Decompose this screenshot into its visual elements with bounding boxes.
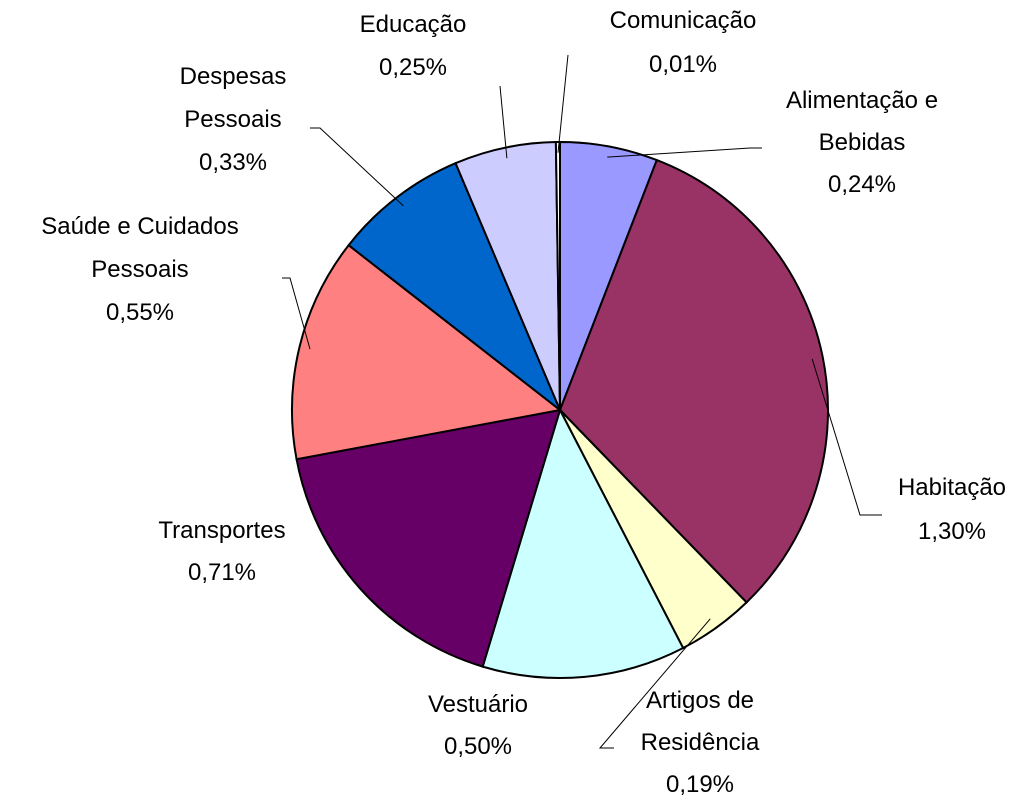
leader-line <box>499 85 508 159</box>
slice-label: Transportes <box>158 517 285 544</box>
value-label: 0,01% <box>649 51 717 78</box>
leader-line <box>598 618 711 749</box>
slice-label: Alimentação e Bebidas <box>786 87 938 156</box>
pie-slice <box>295 408 562 668</box>
pie-slice <box>554 140 561 411</box>
slice-label: Comunicação <box>610 7 757 34</box>
leader-line <box>282 277 311 350</box>
value-label: 0,71% <box>188 559 256 586</box>
pie-slice <box>291 243 563 461</box>
pie-slice <box>558 158 829 604</box>
value-label: 0,19% <box>666 771 734 798</box>
slice-label: Educação <box>360 11 467 38</box>
leader-line <box>811 358 882 516</box>
value-label: 0,24% <box>828 171 896 198</box>
pie-slice <box>481 407 685 679</box>
leader-line <box>607 147 762 158</box>
value-label: 0,25% <box>379 54 447 81</box>
slice-label: Habitação <box>898 474 1006 501</box>
slice-label: Despesas Pessoais <box>180 63 287 133</box>
value-label: 0,55% <box>106 299 174 326</box>
value-label: 1,30% <box>918 518 986 545</box>
value-label: 0,33% <box>199 149 267 176</box>
value-label: 0,50% <box>444 733 512 760</box>
slice-label: Vestuário <box>428 691 528 718</box>
leader-line <box>310 127 404 207</box>
slice-label: Saúde e Cuidados Pessoais <box>41 213 238 283</box>
leader-line <box>557 54 569 153</box>
pie-slice <box>347 161 563 414</box>
slice-label: Artigos de Residência <box>641 687 760 756</box>
